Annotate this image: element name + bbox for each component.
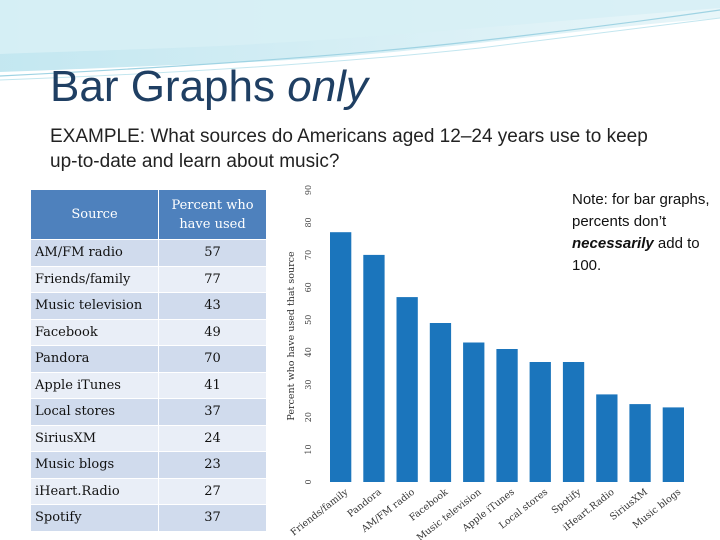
y-tick-label: 30 <box>304 380 313 390</box>
table-cell-source: Facebook <box>30 318 159 346</box>
table-row: Pandora 70 <box>30 345 267 373</box>
bar-siriusxm <box>629 404 651 482</box>
bar-music-blogs <box>662 407 684 482</box>
table-row: AM/FM radio 57 <box>30 239 267 267</box>
table-cell-source: Music blogs <box>30 451 159 479</box>
table-cell-source: Music television <box>30 292 159 320</box>
bar-music-television <box>463 342 485 482</box>
table-row: SiriusXM 24 <box>30 424 267 452</box>
table-cell-percent: 37 <box>158 504 267 532</box>
bar-friends-family <box>330 232 352 482</box>
table-cell-percent: 43 <box>158 292 267 320</box>
table-cell-percent: 70 <box>158 345 267 373</box>
example-question: EXAMPLE: What sources do Americans aged … <box>50 126 648 172</box>
bar-chart: Percent who have used that source 0 10 20 30… <box>286 185 684 540</box>
table-cell-source: Apple iTunes <box>30 371 159 399</box>
bar-facebook <box>429 323 452 482</box>
source-table: Source Percent who have used AM/FM radio… <box>30 189 267 532</box>
bar-am-fm-radio <box>396 297 418 482</box>
table-cell-source: iHeart.Radio <box>30 477 159 505</box>
table-header-row: Source Percent who have used <box>30 189 267 240</box>
bar-local-stores <box>529 362 551 482</box>
y-tick-label: 80 <box>304 217 313 227</box>
note-part-1: Note: for bar graphs, percents don’t <box>572 191 710 230</box>
table-row: Friends/family 77 <box>30 265 267 293</box>
bar-iheart-radio <box>596 394 618 482</box>
bar-spotify <box>562 362 585 482</box>
table-cell-source: SiriusXM <box>30 424 159 452</box>
note-emphasis: necessarily <box>572 235 654 252</box>
y-tick-label: 10 <box>304 444 313 454</box>
table-cell-source: Pandora <box>30 345 159 373</box>
table-row: Music television 43 <box>30 292 267 320</box>
table-cell-percent: 27 <box>158 477 267 505</box>
table-cell-percent: 41 <box>158 371 267 399</box>
note-text: Note: for bar graphs, percents don’t nec… <box>572 189 712 277</box>
table-row: Music blogs 23 <box>30 451 267 479</box>
y-tick-label: 0 <box>304 479 313 484</box>
y-tick-label: 40 <box>304 347 313 357</box>
table-row: Local stores 37 <box>30 398 267 426</box>
column-header-source: Source <box>30 189 159 240</box>
slide-title-emphasis: only <box>287 62 368 111</box>
table-cell-source: Friends/family <box>30 265 159 293</box>
table-cell-percent: 77 <box>158 265 267 293</box>
bar-pandora <box>363 254 385 482</box>
y-tick-label: 20 <box>304 412 313 422</box>
table-cell-percent: 23 <box>158 451 267 479</box>
table-body: AM/FM radio 57 Friends/family 77 Music telev… <box>30 239 267 532</box>
table-cell-percent: 49 <box>158 318 267 346</box>
header-swoosh-decoration <box>0 0 720 81</box>
table-row: Apple iTunes 41 <box>30 371 267 399</box>
slide-title: Bar Graphs only <box>50 62 368 112</box>
column-header-percent: Percent who have used <box>158 189 267 240</box>
y-tick-label: 90 <box>304 185 313 195</box>
table-cell-source: Spotify <box>30 504 159 532</box>
x-tick-label: Friends/family <box>289 486 351 538</box>
table-row: Facebook 49 <box>30 318 267 346</box>
table-cell-source: AM/FM radio <box>30 239 159 267</box>
table-cell-source: Local stores <box>30 398 159 426</box>
y-axis-label: Percent who have used that source <box>286 251 297 421</box>
slide-title-main: Bar Graphs <box>50 62 275 111</box>
table-row: iHeart.Radio 27 <box>30 477 267 505</box>
bar-apple-itunes <box>496 349 518 482</box>
table-cell-percent: 37 <box>158 398 267 426</box>
note-part-2: add to 100. <box>572 235 700 274</box>
table-cell-percent: 24 <box>158 424 267 452</box>
y-tick-label: 70 <box>304 250 313 260</box>
y-tick-label: 60 <box>304 282 313 292</box>
table-cell-percent: 57 <box>158 239 267 267</box>
table-row: Spotify 37 <box>30 504 267 532</box>
y-tick-label: 50 <box>304 315 313 325</box>
